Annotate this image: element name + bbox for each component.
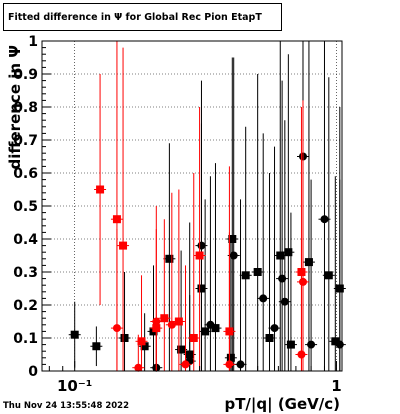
data-point-square xyxy=(331,337,340,346)
data-point-square xyxy=(119,241,128,250)
data-point-square xyxy=(228,235,237,243)
data-point-square xyxy=(137,337,146,346)
data-point-circle xyxy=(225,360,234,369)
data-point-square xyxy=(112,215,121,224)
data-point-square xyxy=(165,254,174,263)
y-tick-label: 0.6 xyxy=(13,166,38,182)
data-point-square xyxy=(140,342,149,351)
data-point-square xyxy=(211,324,220,333)
data-point-square xyxy=(70,330,79,339)
data-point-square xyxy=(265,334,274,342)
y-tick-label: 0.9 xyxy=(13,67,38,83)
data-point-circle xyxy=(259,294,268,303)
data-point-circle xyxy=(167,320,176,329)
y-tick-label: 0.3 xyxy=(13,265,38,281)
data-point-circle xyxy=(270,324,279,333)
data-point-circle xyxy=(280,297,289,306)
x-tick-label: 10⁻¹ xyxy=(57,377,92,395)
y-tick-label: 0 xyxy=(28,364,38,380)
data-point-square xyxy=(201,327,210,336)
data-point-square xyxy=(160,314,169,323)
data-point-square xyxy=(189,334,198,342)
data-point-circle xyxy=(152,317,161,326)
data-point-square xyxy=(253,268,262,276)
data-point-square xyxy=(276,251,285,260)
y-axis-title: difference in Ψ xyxy=(6,45,24,170)
data-point-square xyxy=(284,248,293,257)
data-point-square xyxy=(120,334,129,342)
x-tick-label: 1 xyxy=(331,377,341,395)
data-point-circle xyxy=(197,241,206,250)
data-point-square xyxy=(324,271,333,280)
chart-title: Fitted difference in Ψ for Global Rec Pi… xyxy=(3,3,282,31)
data-point-circle xyxy=(297,350,306,359)
data-point-square xyxy=(96,185,105,194)
data-point-circle xyxy=(236,360,245,369)
timestamp-label: Thu Nov 24 13:55:48 2022 xyxy=(3,401,130,411)
grid xyxy=(42,41,342,371)
data-point-square xyxy=(226,353,235,362)
data-point-circle xyxy=(112,324,121,333)
data-point-square xyxy=(177,345,186,354)
y-tick-label: 0.7 xyxy=(13,133,38,149)
data-point-square xyxy=(304,258,313,267)
data-point-square xyxy=(286,340,295,349)
data-point-circle xyxy=(298,277,307,286)
data-point-circle xyxy=(181,360,190,369)
x-axis-title: pT/|q| (GeV/c) xyxy=(224,395,340,414)
y-tick-label: 1 xyxy=(28,34,38,50)
y-tick-label: 0.5 xyxy=(13,199,38,215)
data-point-circle xyxy=(335,340,344,349)
data-point-square xyxy=(241,271,250,280)
data-point-circle xyxy=(278,274,287,283)
data-point-circle xyxy=(206,320,215,329)
series-3 xyxy=(110,100,309,372)
series-0 xyxy=(68,41,346,371)
data-point-circle xyxy=(134,363,143,372)
data-point-square xyxy=(92,342,101,351)
y-tick-label: 0.4 xyxy=(13,232,38,248)
data-point-circle xyxy=(229,251,238,260)
y-tick-label: 0.1 xyxy=(13,331,38,347)
data-point-square xyxy=(195,251,204,260)
data-point-circle xyxy=(320,215,329,224)
y-tick-label: 0.2 xyxy=(13,298,38,314)
y-tick-label: 0.8 xyxy=(13,100,38,116)
data-point-square xyxy=(174,317,183,326)
data-point-circle xyxy=(307,340,316,349)
